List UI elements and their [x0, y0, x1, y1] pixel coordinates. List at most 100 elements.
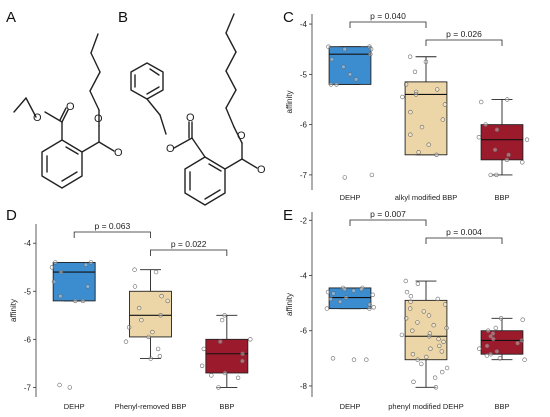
data-point: [524, 137, 530, 142]
data-point: [158, 313, 163, 318]
data-point: [419, 124, 425, 130]
category-label: DEHP: [340, 193, 361, 202]
molecule-a-oxygen-1: O: [66, 101, 75, 113]
data-point: [51, 279, 57, 284]
category-label: BBP: [494, 402, 509, 411]
data-point: [347, 72, 353, 77]
molecule-b-oxygen-4: O: [237, 130, 246, 142]
data-point: [326, 44, 331, 49]
data-point: [371, 305, 376, 310]
data-point: [329, 57, 335, 62]
data-point: [494, 172, 499, 178]
data-point: [150, 329, 155, 335]
molecule-b-oxygen-3: O: [257, 164, 266, 176]
data-point: [351, 288, 356, 293]
data-point: [410, 328, 415, 333]
data-point: [399, 332, 405, 338]
molecule-a-bonds: [13, 33, 115, 189]
data-point: [132, 267, 137, 272]
data-point: [148, 356, 153, 361]
data-point: [444, 325, 449, 331]
data-point: [424, 354, 429, 360]
data-point: [497, 356, 503, 361]
data-point: [490, 331, 496, 336]
molecule-a: O O O O: [13, 33, 123, 189]
data-point: [403, 82, 409, 87]
p-value-label: p = 0.026: [446, 29, 482, 39]
data-point: [67, 385, 73, 390]
significance-bracket: [73, 231, 151, 238]
data-point: [483, 122, 488, 127]
data-point: [411, 379, 416, 384]
data-point: [522, 357, 527, 362]
data-point: [494, 349, 500, 354]
data-point: [209, 373, 214, 378]
y-tick-label: -5: [300, 70, 308, 79]
y-axis-title: affinity: [285, 91, 294, 114]
data-point: [328, 296, 333, 302]
box-2: [404, 299, 448, 361]
data-point: [506, 152, 511, 158]
category-label: BBP: [494, 193, 509, 202]
molecule-a-oxygen-3: O: [114, 147, 123, 159]
panel-letter-c: C: [283, 9, 294, 26]
data-point: [488, 172, 493, 178]
data-point: [435, 296, 440, 302]
data-point: [431, 323, 436, 328]
data-point: [368, 51, 373, 57]
data-point: [123, 339, 129, 344]
data-point: [53, 260, 58, 265]
data-point: [423, 59, 429, 64]
data-point: [436, 336, 441, 342]
data-point: [479, 99, 484, 105]
data-point: [421, 309, 426, 314]
data-point: [199, 363, 205, 368]
data-point: [488, 334, 493, 339]
data-point: [408, 132, 413, 137]
data-point: [493, 325, 498, 331]
data-point: [498, 316, 504, 321]
y-tick-label: -2: [300, 216, 308, 225]
data-point: [331, 291, 336, 296]
data-point: [159, 293, 164, 299]
data-point: [519, 338, 524, 343]
y-tick-label: -6: [24, 335, 32, 344]
y-axis-title: affinity: [9, 299, 18, 322]
panel-letter-e: E: [283, 207, 293, 224]
data-point: [80, 298, 86, 304]
data-point: [419, 361, 424, 367]
data-point: [136, 305, 142, 311]
data-point: [400, 94, 405, 100]
data-point: [351, 357, 357, 362]
data-point: [476, 135, 482, 140]
data-point: [434, 152, 439, 158]
data-point: [235, 375, 241, 380]
data-point: [325, 289, 331, 295]
data-point: [442, 302, 448, 307]
significance-bracket: [349, 219, 427, 226]
box-chart-e: -2 -4 -6 -8 affinity DEHP phenyl modified DEHP…: [285, 209, 527, 411]
box-3: [480, 330, 524, 355]
data-point: [364, 357, 369, 362]
data-point: [49, 265, 55, 270]
data-point: [337, 299, 343, 304]
box-1: [328, 46, 372, 85]
data-point: [370, 292, 375, 297]
box-2: [404, 81, 448, 156]
category-label: Phenyl-removed BBP: [115, 402, 187, 411]
data-point: [343, 295, 349, 300]
data-point: [504, 157, 510, 163]
data-point: [222, 313, 227, 318]
panel-letter-a: A: [6, 9, 16, 26]
data-point: [484, 343, 490, 349]
box-3: [205, 338, 249, 374]
box-1: [328, 287, 372, 310]
data-point: [488, 352, 493, 357]
data-point: [432, 375, 438, 380]
category-label: DEHP: [64, 402, 85, 411]
data-point: [126, 325, 132, 330]
panel-letter-d: D: [6, 207, 17, 224]
data-point: [484, 353, 490, 358]
data-point: [404, 289, 410, 295]
